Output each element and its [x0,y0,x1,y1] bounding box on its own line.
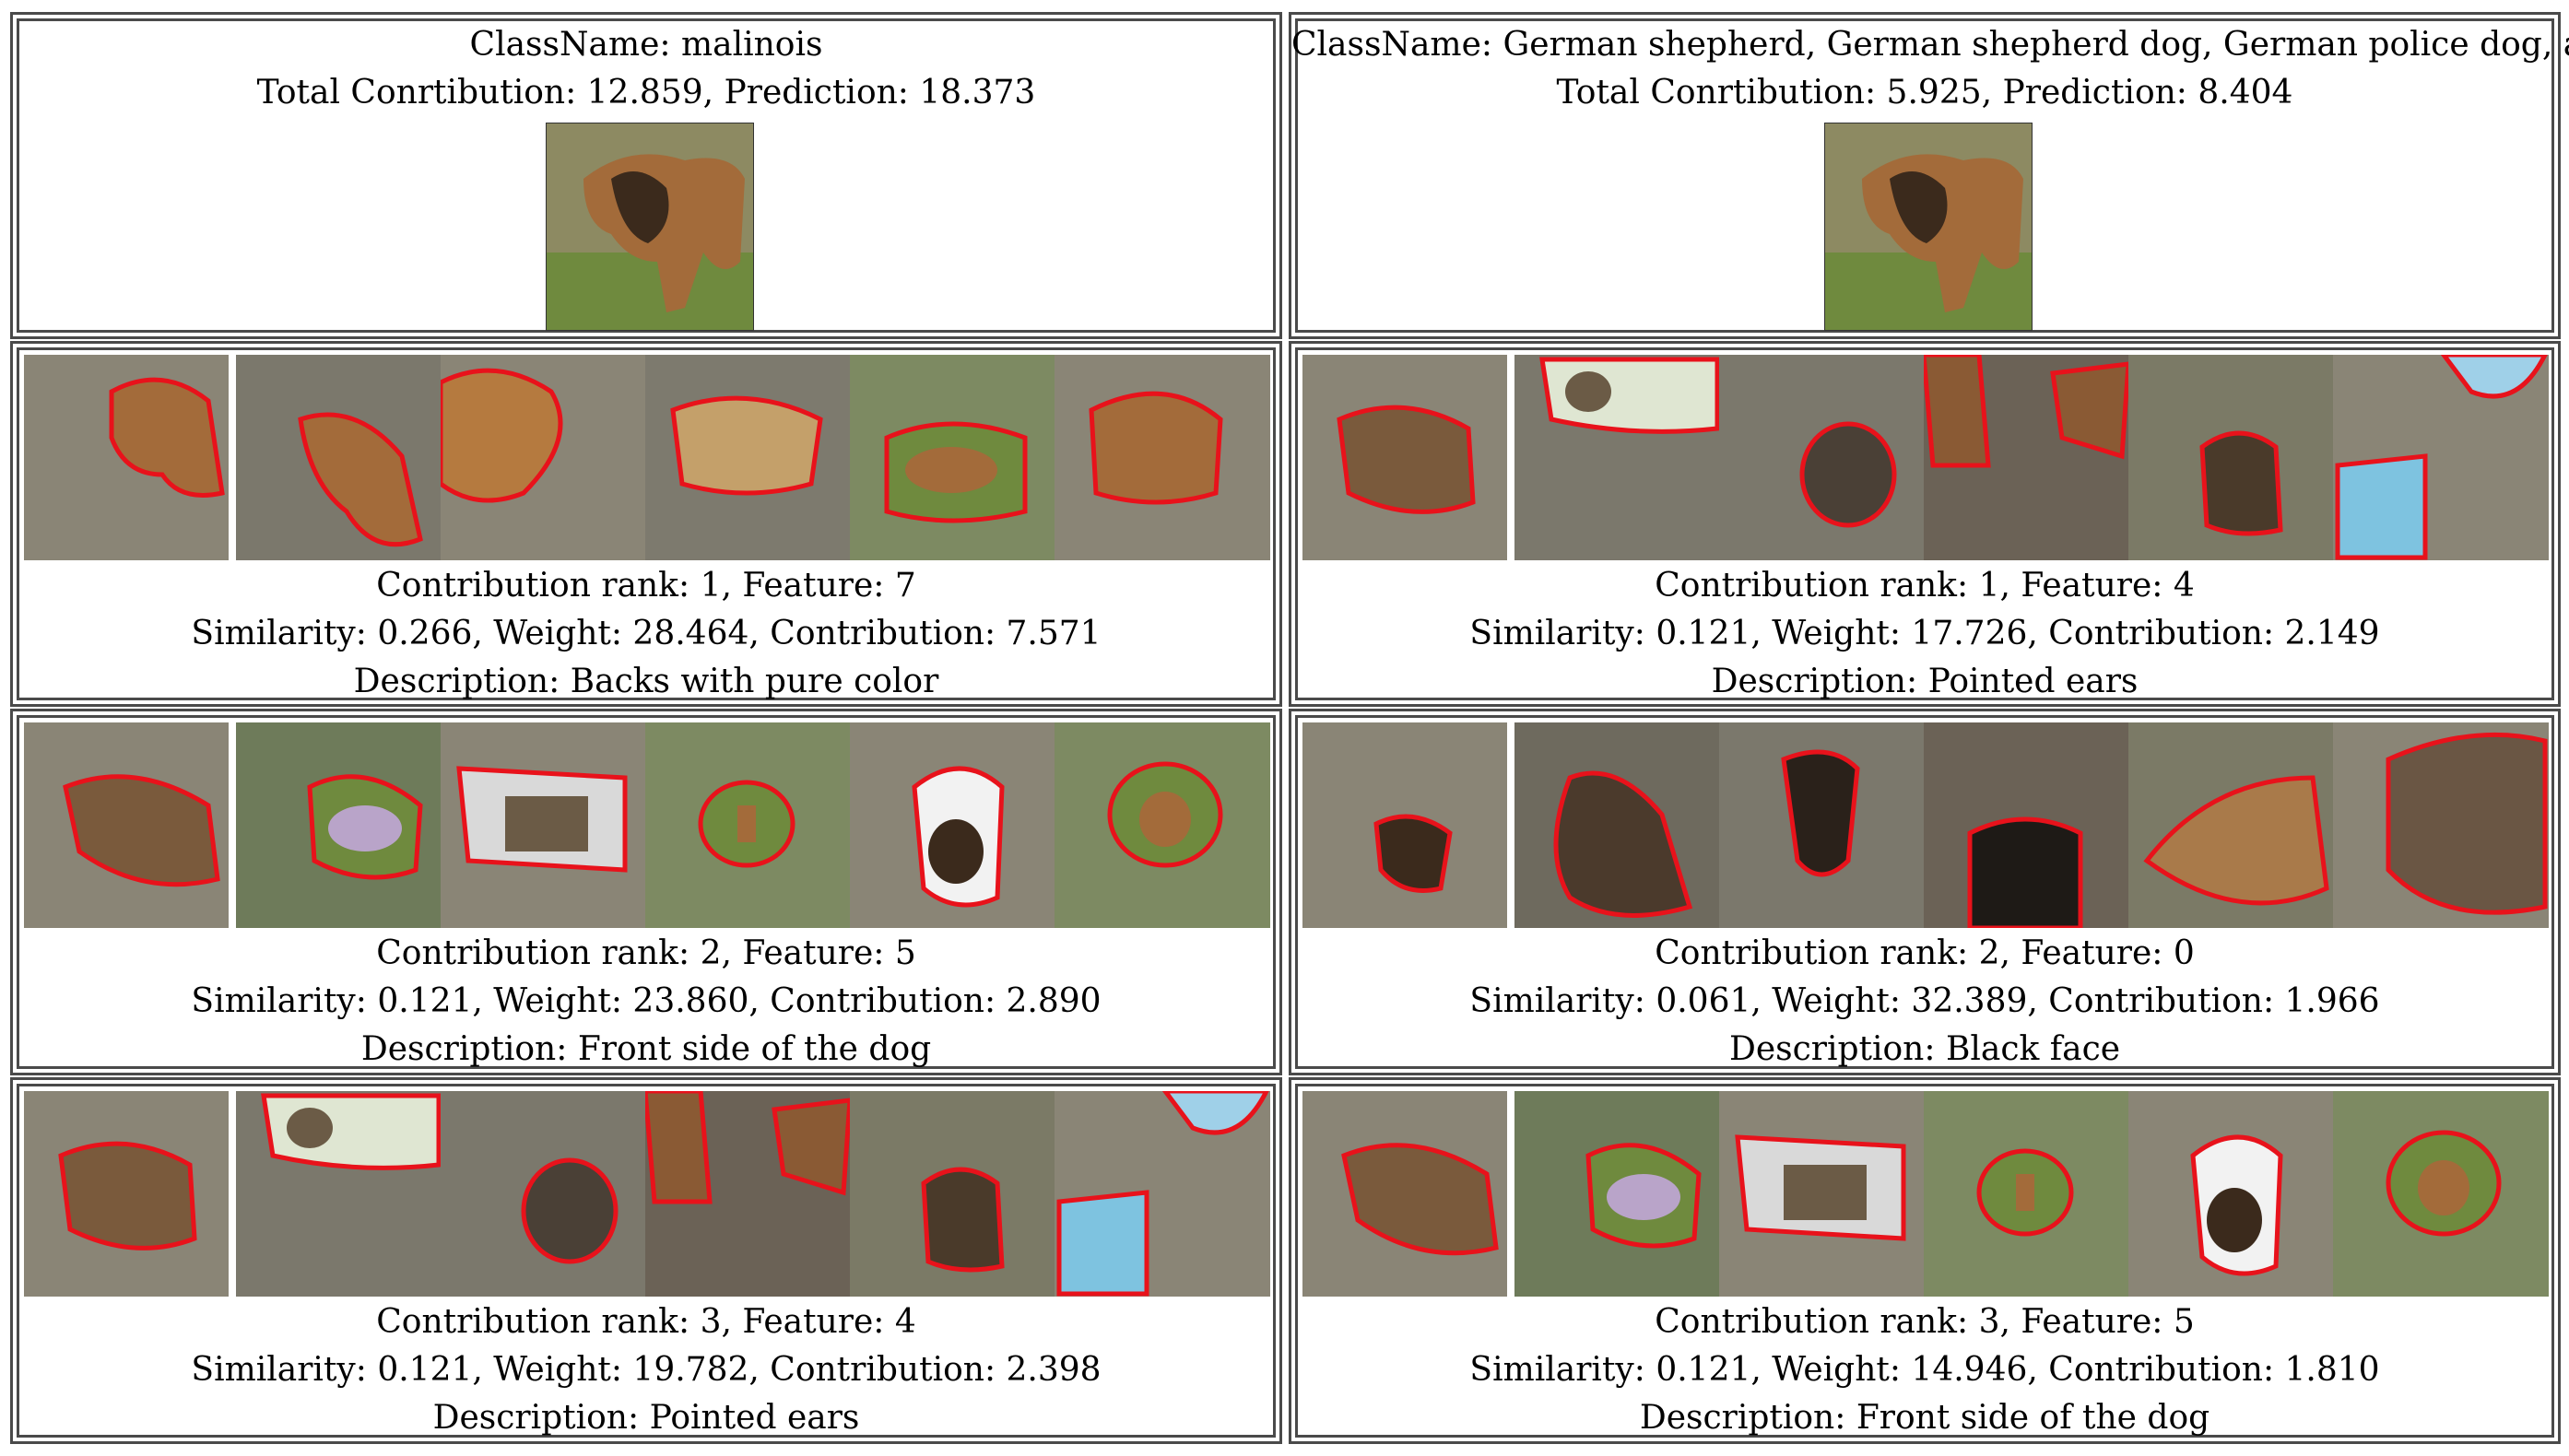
prototype-patch [850,1091,1055,1297]
similarity-stats-line: Similarity: 0.121, Weight: 14.946, Contr… [1469,1351,2380,1389]
prototype-patch [2333,1091,2549,1297]
prototype-patch-strip [1302,355,2549,560]
prototype-patch [1719,722,1924,928]
description-line: Description: Black face [1728,1030,2121,1068]
prototype-patch-strip [24,722,1270,928]
prototype-patch [236,722,441,928]
prototype-patch-strip [1302,1091,2549,1297]
prototype-patch [1055,1091,1270,1297]
similarity-stats-line: Similarity: 0.266, Weight: 28.464, Contr… [191,615,1102,652]
description-line: Description: Front side of the dog [1639,1399,2210,1437]
prototype-patch-strip [24,1091,1270,1297]
prototype-patch [1302,355,1507,560]
contribution-rank-line: Contribution rank: 3, Feature: 4 [376,1303,916,1341]
prototype-patch [1055,722,1270,928]
query-panel-german-shepherd: ClassName: German shepherd, German sheph… [1289,12,2569,339]
prototype-patch [645,355,850,560]
feature-panel: Contribution rank: 2, Feature: 5 Similar… [10,709,1282,1075]
prototype-patch [2333,722,2549,928]
similarity-stats-line: Similarity: 0.121, Weight: 23.860, Contr… [191,982,1102,1020]
prototype-patch [645,1091,850,1297]
prototype-patch [2128,355,2333,560]
query-image [1824,123,2033,331]
prototype-patch [236,355,441,560]
feature-panel: Contribution rank: 1, Feature: 7 Similar… [10,341,1282,707]
prototype-patch [1302,1091,1507,1297]
similarity-stats-line: Similarity: 0.121, Weight: 17.726, Contr… [1469,615,2380,652]
prototype-patch [1055,355,1270,560]
query-image [546,123,754,331]
prototype-patch [236,1091,441,1297]
prototype-patch [24,355,229,560]
prototype-patch [1719,1091,1924,1297]
prototype-patch [1514,1091,1719,1297]
prototype-patch [24,1091,229,1297]
prototype-patch [1924,1091,2128,1297]
prototype-patch [2333,355,2549,560]
feature-panel: Contribution rank: 3, Feature: 5 Similar… [1289,1077,2561,1444]
contribution-rank-line: Contribution rank: 1, Feature: 4 [1655,567,2195,605]
prototype-patch [850,355,1055,560]
similarity-stats-line: Similarity: 0.061, Weight: 32.389, Contr… [1469,982,2380,1020]
description-line: Description: Backs with pure color [353,663,939,700]
contribution-rank-line: Contribution rank: 1, Feature: 7 [376,567,916,605]
query-panel-malinois: ClassName: malinois Total Conrtibution: … [10,12,1282,339]
feature-panel: Contribution rank: 2, Feature: 0 Similar… [1289,709,2561,1075]
prototype-patch [1719,355,1924,560]
prototype-patch [441,355,645,560]
total-contribution-line: Total Conrtibution: 12.859, Prediction: … [256,74,1036,112]
feature-panel: Contribution rank: 1, Feature: 4 Similar… [1289,341,2561,707]
prototype-patch [1302,722,1507,928]
prototype-patch [2128,1091,2333,1297]
contribution-rank-line: Contribution rank: 2, Feature: 0 [1655,934,2195,972]
class-name-line: ClassName: malinois [469,26,823,64]
prototype-patch-strip [1302,722,2549,928]
total-contribution-line: Total Conrtibution: 5.925, Prediction: 8… [1556,74,2293,112]
prototype-patch-strip [24,355,1270,560]
description-line: Description: Pointed ears [1711,663,2139,700]
prototype-patch [2128,722,2333,928]
prototype-patch [850,722,1055,928]
prototype-patch [441,1091,645,1297]
prototype-patch [1924,355,2128,560]
contribution-rank-line: Contribution rank: 2, Feature: 5 [376,934,916,972]
prototype-patch [1924,722,2128,928]
description-line: Description: Pointed ears [432,1399,860,1437]
similarity-stats-line: Similarity: 0.121, Weight: 19.782, Contr… [191,1351,1102,1389]
prototype-patch [1514,355,1719,560]
prototype-patch [645,722,850,928]
description-line: Description: Front side of the dog [360,1030,932,1068]
prototype-patch [1514,722,1719,928]
prototype-patch [24,722,229,928]
feature-panel: Contribution rank: 3, Feature: 4 Similar… [10,1077,1282,1444]
prototype-patch [441,722,645,928]
contribution-rank-line: Contribution rank: 3, Feature: 5 [1655,1303,2195,1341]
class-name-line: ClassName: German shepherd, German sheph… [1291,26,2569,64]
